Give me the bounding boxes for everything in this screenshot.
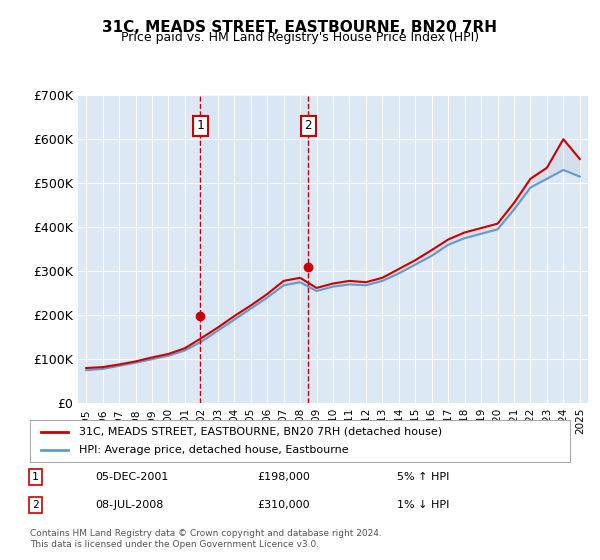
Text: 05-DEC-2001: 05-DEC-2001 (95, 472, 168, 482)
Text: 5% ↑ HPI: 5% ↑ HPI (397, 472, 449, 482)
Text: 1: 1 (32, 472, 39, 482)
Text: 2: 2 (32, 500, 39, 510)
Text: 1% ↓ HPI: 1% ↓ HPI (397, 500, 449, 510)
Text: 08-JUL-2008: 08-JUL-2008 (95, 500, 163, 510)
Text: 1: 1 (196, 119, 204, 133)
Text: £310,000: £310,000 (257, 500, 310, 510)
Text: 2: 2 (305, 119, 312, 133)
Text: 31C, MEADS STREET, EASTBOURNE, BN20 7RH (detached house): 31C, MEADS STREET, EASTBOURNE, BN20 7RH … (79, 427, 442, 437)
Text: 31C, MEADS STREET, EASTBOURNE, BN20 7RH: 31C, MEADS STREET, EASTBOURNE, BN20 7RH (103, 20, 497, 35)
Text: Price paid vs. HM Land Registry's House Price Index (HPI): Price paid vs. HM Land Registry's House … (121, 31, 479, 44)
Text: HPI: Average price, detached house, Eastbourne: HPI: Average price, detached house, East… (79, 445, 348, 455)
Bar (200, 95, 308, 403)
Text: Contains HM Land Registry data © Crown copyright and database right 2024.
This d: Contains HM Land Registry data © Crown c… (30, 529, 382, 549)
Text: £198,000: £198,000 (257, 472, 310, 482)
